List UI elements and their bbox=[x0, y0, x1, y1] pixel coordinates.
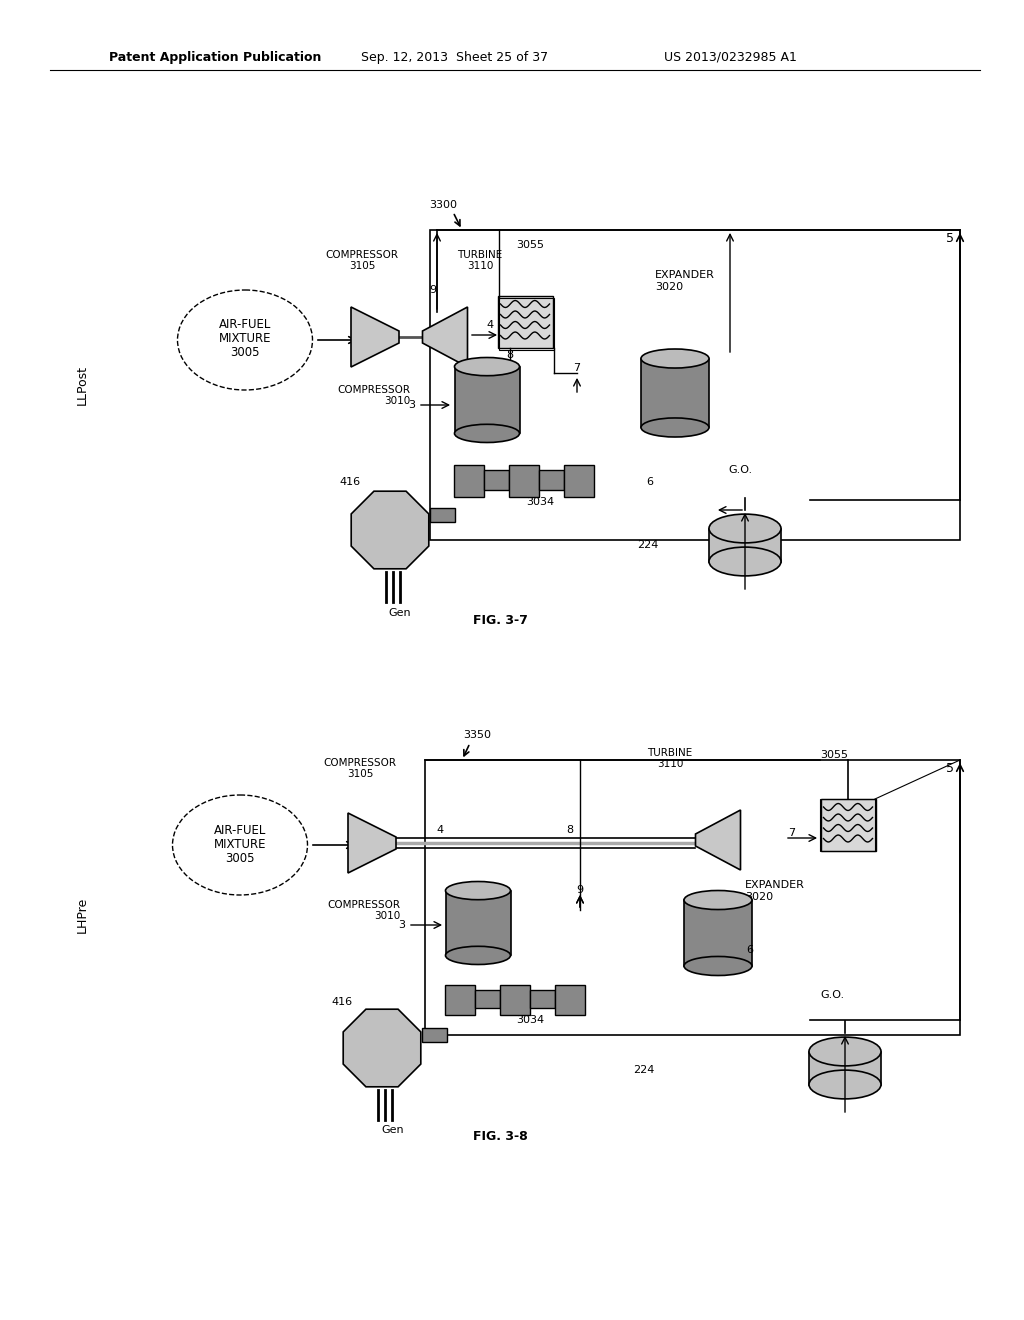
Bar bbox=[709, 528, 781, 561]
Polygon shape bbox=[351, 308, 399, 367]
Ellipse shape bbox=[709, 546, 781, 576]
Text: Gen: Gen bbox=[389, 609, 412, 618]
Text: TURBINE: TURBINE bbox=[647, 748, 692, 758]
Text: 8: 8 bbox=[566, 825, 573, 836]
Text: COMPRESSOR: COMPRESSOR bbox=[324, 758, 396, 768]
Text: 7: 7 bbox=[788, 828, 796, 838]
Text: AIR-FUEL: AIR-FUEL bbox=[214, 824, 266, 837]
Text: Patent Application Publication: Patent Application Publication bbox=[109, 50, 322, 63]
Text: FIG. 3-7: FIG. 3-7 bbox=[472, 614, 527, 627]
Text: 6: 6 bbox=[646, 477, 653, 487]
Polygon shape bbox=[348, 813, 396, 873]
Ellipse shape bbox=[445, 946, 511, 965]
Text: 3: 3 bbox=[398, 920, 406, 931]
Text: G.O.: G.O. bbox=[820, 990, 844, 1001]
Bar bbox=[820, 799, 876, 851]
Bar bbox=[509, 465, 539, 498]
Text: EXPANDER: EXPANDER bbox=[655, 271, 715, 280]
Text: 8: 8 bbox=[507, 350, 514, 360]
Bar bbox=[555, 985, 585, 1015]
Text: 3034: 3034 bbox=[526, 498, 554, 507]
Bar bbox=[641, 359, 709, 428]
Text: 3020: 3020 bbox=[655, 282, 683, 292]
Polygon shape bbox=[695, 810, 740, 870]
Text: MIXTURE: MIXTURE bbox=[219, 333, 271, 346]
Text: 3010: 3010 bbox=[384, 396, 410, 407]
Ellipse shape bbox=[641, 418, 709, 437]
Text: 3105: 3105 bbox=[347, 770, 373, 779]
Text: 3110: 3110 bbox=[467, 261, 494, 271]
Text: 4: 4 bbox=[486, 319, 494, 330]
Bar bbox=[484, 470, 509, 490]
Text: 3350: 3350 bbox=[463, 730, 490, 741]
Text: Gen: Gen bbox=[382, 1125, 404, 1135]
Polygon shape bbox=[343, 1010, 421, 1086]
Text: Sep. 12, 2013  Sheet 25 of 37: Sep. 12, 2013 Sheet 25 of 37 bbox=[361, 50, 549, 63]
Bar bbox=[422, 1028, 447, 1041]
Text: US 2013/0232985 A1: US 2013/0232985 A1 bbox=[664, 50, 797, 63]
Text: 3020: 3020 bbox=[745, 892, 773, 902]
Text: 224: 224 bbox=[633, 1065, 654, 1074]
Text: 3105: 3105 bbox=[349, 261, 375, 271]
Text: 3055: 3055 bbox=[820, 750, 848, 760]
Text: MIXTURE: MIXTURE bbox=[214, 837, 266, 850]
Text: COMPRESSOR: COMPRESSOR bbox=[327, 900, 400, 909]
Text: 9: 9 bbox=[577, 884, 584, 895]
Text: 3300: 3300 bbox=[429, 201, 457, 210]
Bar bbox=[500, 985, 530, 1015]
Text: FIG. 3-8: FIG. 3-8 bbox=[473, 1130, 527, 1143]
Text: 3005: 3005 bbox=[225, 851, 255, 865]
Text: 3055: 3055 bbox=[516, 240, 544, 249]
Text: G.O.: G.O. bbox=[728, 465, 752, 475]
Bar bbox=[425, 760, 961, 1035]
Bar bbox=[454, 465, 484, 498]
Bar bbox=[499, 298, 554, 350]
Text: TURBINE: TURBINE bbox=[458, 249, 503, 260]
Ellipse shape bbox=[445, 882, 511, 900]
Text: EXPANDER: EXPANDER bbox=[745, 880, 805, 890]
Text: 416: 416 bbox=[332, 997, 352, 1007]
Text: 7: 7 bbox=[573, 363, 581, 374]
Bar bbox=[430, 508, 455, 521]
Text: 416: 416 bbox=[339, 477, 360, 487]
Text: 5: 5 bbox=[946, 231, 954, 244]
Text: LHPre: LHPre bbox=[76, 896, 88, 933]
Ellipse shape bbox=[809, 1038, 881, 1067]
Polygon shape bbox=[351, 491, 429, 569]
Bar bbox=[820, 799, 874, 851]
Text: COMPRESSOR: COMPRESSOR bbox=[337, 385, 410, 395]
Ellipse shape bbox=[684, 891, 752, 909]
Text: 4: 4 bbox=[436, 825, 443, 836]
Text: 3005: 3005 bbox=[230, 346, 260, 359]
Text: 3034: 3034 bbox=[516, 1015, 544, 1026]
Bar bbox=[684, 900, 752, 966]
Bar bbox=[445, 985, 475, 1015]
Bar bbox=[530, 990, 555, 1008]
Text: 5: 5 bbox=[946, 762, 954, 775]
Bar bbox=[564, 465, 594, 498]
Ellipse shape bbox=[455, 358, 519, 376]
Text: 3010: 3010 bbox=[374, 911, 400, 921]
Ellipse shape bbox=[455, 424, 519, 442]
Bar bbox=[445, 891, 511, 956]
Ellipse shape bbox=[709, 513, 781, 543]
Text: COMPRESSOR: COMPRESSOR bbox=[326, 249, 398, 260]
Bar bbox=[809, 1052, 881, 1085]
Bar bbox=[475, 990, 500, 1008]
Text: 3110: 3110 bbox=[656, 759, 683, 770]
Polygon shape bbox=[423, 308, 468, 367]
Text: 6: 6 bbox=[746, 945, 754, 954]
Ellipse shape bbox=[641, 348, 709, 368]
Ellipse shape bbox=[684, 957, 752, 975]
Text: 224: 224 bbox=[637, 540, 658, 550]
Text: LLPost: LLPost bbox=[76, 366, 88, 405]
Bar bbox=[498, 296, 553, 348]
Text: 9: 9 bbox=[429, 285, 436, 294]
Ellipse shape bbox=[809, 1071, 881, 1098]
Text: AIR-FUEL: AIR-FUEL bbox=[219, 318, 271, 331]
Text: 3: 3 bbox=[408, 400, 415, 411]
Bar bbox=[430, 230, 961, 540]
Bar bbox=[539, 470, 564, 490]
Bar bbox=[455, 367, 519, 433]
